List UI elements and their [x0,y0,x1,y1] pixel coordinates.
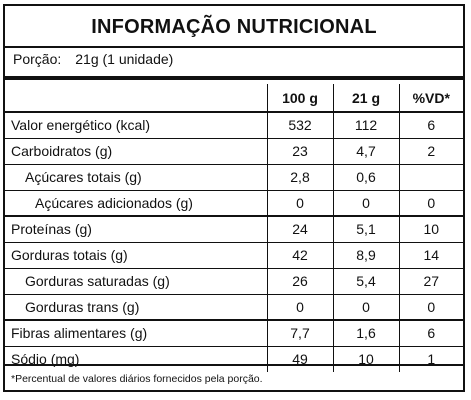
header-vd: %VD* [398,84,463,113]
row-label: Gorduras trans (g) [5,293,267,320]
value-21g: 0 [332,293,399,320]
value-vd [398,163,463,190]
table-row: Fibras alimentares (g) 7,7 1,6 6 [5,319,463,346]
value-100g: 532 [266,111,333,138]
value-21g: 112 [332,111,399,138]
row-label: Proteínas (g) [5,215,267,242]
table-row: Gorduras trans (g) 0 0 0 [5,293,463,320]
value-21g: 0 [332,189,399,216]
nutrition-table: 100 g 21 g %VD* Valor energético (kcal) … [5,84,463,372]
row-label: Valor energético (kcal) [5,111,267,138]
table-row: Sódio (mg) 49 10 1 [5,345,463,372]
value-100g: 2,8 [266,163,333,190]
value-vd: 6 [398,319,463,346]
row-label: Açúcares totais (g) [5,163,267,190]
value-100g: 49 [266,345,333,372]
value-100g: 24 [266,215,333,242]
value-100g: 42 [266,241,333,268]
value-100g: 26 [266,267,333,294]
title-divider [5,46,463,48]
value-21g: 5,1 [332,215,399,242]
row-label: Gorduras totais (g) [5,241,267,268]
value-21g: 10 [332,345,399,372]
footnote-divider [5,364,463,366]
value-vd: 0 [398,189,463,216]
portion-line: Porção: 21g (1 unidade) [13,51,173,67]
value-21g: 1,6 [332,319,399,346]
table-row: Valor energético (kcal) 532 112 6 [5,111,463,138]
table-header-row: 100 g 21 g %VD* [5,84,463,113]
value-vd: 27 [398,267,463,294]
table-row: Gorduras saturadas (g) 26 5,4 27 [5,267,463,294]
row-label: Sódio (mg) [5,345,267,372]
value-21g: 5,4 [332,267,399,294]
value-21g: 0,6 [332,163,399,190]
portion-divider [5,76,463,80]
row-label: Gorduras saturadas (g) [5,267,267,294]
value-vd: 2 [398,137,463,164]
portion-value: 21g (1 unidade) [75,51,174,67]
value-vd: 14 [398,241,463,268]
header-21g: 21 g [332,84,399,113]
value-vd: 1 [398,345,463,372]
value-21g: 4,7 [332,137,399,164]
value-100g: 0 [266,189,333,216]
nutrition-facts-panel: INFORMAÇÃO NUTRICIONAL Porção: 21g (1 uni… [3,4,465,392]
panel-title: INFORMAÇÃO NUTRICIONAL [91,16,377,38]
footnote: *Percentual de valores diários fornecido… [11,373,263,385]
header-blank [5,84,267,113]
portion-label: Porção: [13,51,62,67]
table-row: Carboidratos (g) 23 4,7 2 [5,137,463,164]
value-vd: 6 [398,111,463,138]
table-row: Gorduras totais (g) 42 8,9 14 [5,241,463,268]
row-label: Açúcares adicionados (g) [5,189,267,216]
value-100g: 23 [266,137,333,164]
row-label: Fibras alimentares (g) [5,319,267,346]
table-row: Açúcares totais (g) 2,8 0,6 [5,163,463,190]
value-100g: 7,7 [266,319,333,346]
header-100g: 100 g [266,84,333,113]
value-100g: 0 [266,293,333,320]
value-vd: 10 [398,215,463,242]
table-row: Açúcares adicionados (g) 0 0 0 [5,189,463,216]
value-vd: 0 [398,293,463,320]
table-row: Proteínas (g) 24 5,1 10 [5,215,463,242]
row-label: Carboidratos (g) [5,137,267,164]
value-21g: 8,9 [332,241,399,268]
